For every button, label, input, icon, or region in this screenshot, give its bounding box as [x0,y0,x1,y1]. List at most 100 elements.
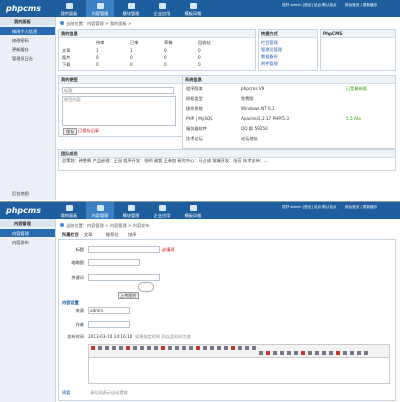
stats-cell: 1 [96,48,99,53]
sidebar-item[interactable]: 更新缓存 [12,47,29,52]
footer-link[interactable]: 后台地图 [12,191,29,196]
sidebar [0,17,56,200]
nav-item[interactable]: 我的面板 [60,11,78,16]
toolbar-icon [105,346,109,350]
field-input [88,246,160,253]
box-title: 我的信息 [61,30,78,36]
upload-button[interactable]: 上传图片 [118,292,139,300]
toolbar-icon [210,346,214,350]
toolbar-icon [112,346,116,350]
nav-icon [190,205,197,211]
sysinfo-cell: 操作系统 [186,106,203,111]
box-title: PhpCMS [323,30,343,36]
box-header [259,30,317,38]
nav-item[interactable]: 内容管理 [91,11,109,16]
stats-cell: 0 [198,48,201,53]
stats-cell: 0 [164,55,167,60]
user-info: 您好 admin [退出] 站点:默认站点 [282,205,337,209]
stats-cell: 0 [96,55,99,60]
shortcut-item[interactable]: 管理员管理 [261,47,282,52]
field-input [88,321,130,328]
nav-icon [66,205,73,211]
toolbar-icon [315,351,319,355]
nav-item[interactable]: 模块管理 [122,213,140,218]
toolbar-icon [168,346,172,350]
toolbar-icon [217,346,221,350]
shortcut-item[interactable]: 附件管理 [261,61,278,66]
nav-item[interactable]: 企业应用 [153,11,171,16]
breadcrumb: 当前位置：内容管理 > 内容管理 > 内容发布 [66,223,150,228]
editor-note: 请勾选表示自动提取 [90,390,128,395]
nav-item[interactable]: 模块管理 [122,11,140,16]
sidebar-active [0,27,55,35]
topbar-item[interactable]: 排序 [128,232,137,237]
toolbar-icon [259,351,263,355]
sysinfo-cell: PHP | MySQL [186,116,213,121]
sidebar-item[interactable]: 修改个人信息 [12,29,38,34]
note-input [62,87,174,94]
sidebar-item[interactable]: 内容发布 [12,240,29,245]
logo: phpcms [6,4,41,13]
note-link[interactable]: 已保存记录 [78,128,99,133]
note-input-text: 标题 [64,88,73,93]
stats-cell: 0 [198,55,201,60]
field-label: 来源 [75,308,84,313]
stats-cell: 0 [130,55,133,60]
sidebar-title: 内容管理 [14,221,31,226]
topbar-item[interactable]: 推荐位 [106,232,119,237]
header-links[interactable]: 前台首页 | 更新缓存 [345,3,378,7]
divider [0,201,400,202]
sidebar-title: 我的面板 [14,19,31,24]
toolbar-icon [266,351,270,355]
shortcut-box [258,29,318,71]
field-label: 作者 [75,322,84,327]
toolbar-icon [273,351,277,355]
nav-item[interactable]: 内容管理 [91,213,109,218]
toolbar-icon [203,346,207,350]
sysinfo-cell: Windows NT 6.1 [241,106,275,111]
nav-item[interactable]: 我的面板 [60,213,78,218]
date-value: 2013-03-10 14:16:10 [88,334,133,339]
box-header [59,76,255,84]
note-button[interactable]: 保存 [63,128,78,136]
stats-head: 回收站 [198,40,211,45]
shortcut-item[interactable]: 栏目管理 [261,40,278,45]
title-note: 必填项 [162,247,175,252]
toolbar-icon [175,346,179,350]
nav-item[interactable]: 企业应用 [153,213,171,218]
field-label: 标题 [75,247,84,252]
nav-icon [128,205,135,211]
toolbar-icon [126,346,130,350]
shortcut-item[interactable]: 数据备份 [261,54,278,59]
sidebar-item[interactable]: 内容管理 [12,231,29,236]
sysinfo-cell: Apache/2.2.17 PHP/5.3 [241,116,289,121]
toolbar-icon [294,351,298,355]
toolbar-icon [119,346,123,350]
date-note: 如果指定时间 则以此时间为准 [135,334,191,339]
field-label: 缩略图 [71,260,84,265]
toolbar-icon [140,346,144,350]
box-title: 快捷方式 [261,30,278,36]
nav-icon [66,3,73,9]
stats-box [58,29,256,71]
stats-cell: 0 [164,62,167,67]
sysinfo-cell: 程序版本 [186,86,203,91]
stats-cell: 下载 [62,62,71,67]
topbar-item[interactable]: 所属栏目 [62,232,79,237]
box-title: 我的便签 [61,76,78,82]
toolbar-icon [329,351,333,355]
nav-item[interactable]: 模板风格 [184,213,202,218]
topbar-item[interactable]: 文章 [84,232,93,237]
sidebar-item[interactable]: 修改密码 [12,38,29,43]
header-links[interactable]: 前台首页 | 更新缓存 [345,205,378,209]
sidebar-item[interactable]: 管理员日志 [12,56,33,61]
user-info: 您好 admin [退出] 站点:默认站点 [282,3,337,7]
stats-cell: 0 [198,62,201,67]
toolbar-icon [91,346,95,350]
stats-cell: 0 [96,62,99,67]
field-label: 关键词 [71,275,84,280]
box-header [321,30,395,38]
stats-head: 待审 [96,40,105,45]
team-box [58,149,396,171]
nav-item[interactable]: 模板风格 [184,11,202,16]
